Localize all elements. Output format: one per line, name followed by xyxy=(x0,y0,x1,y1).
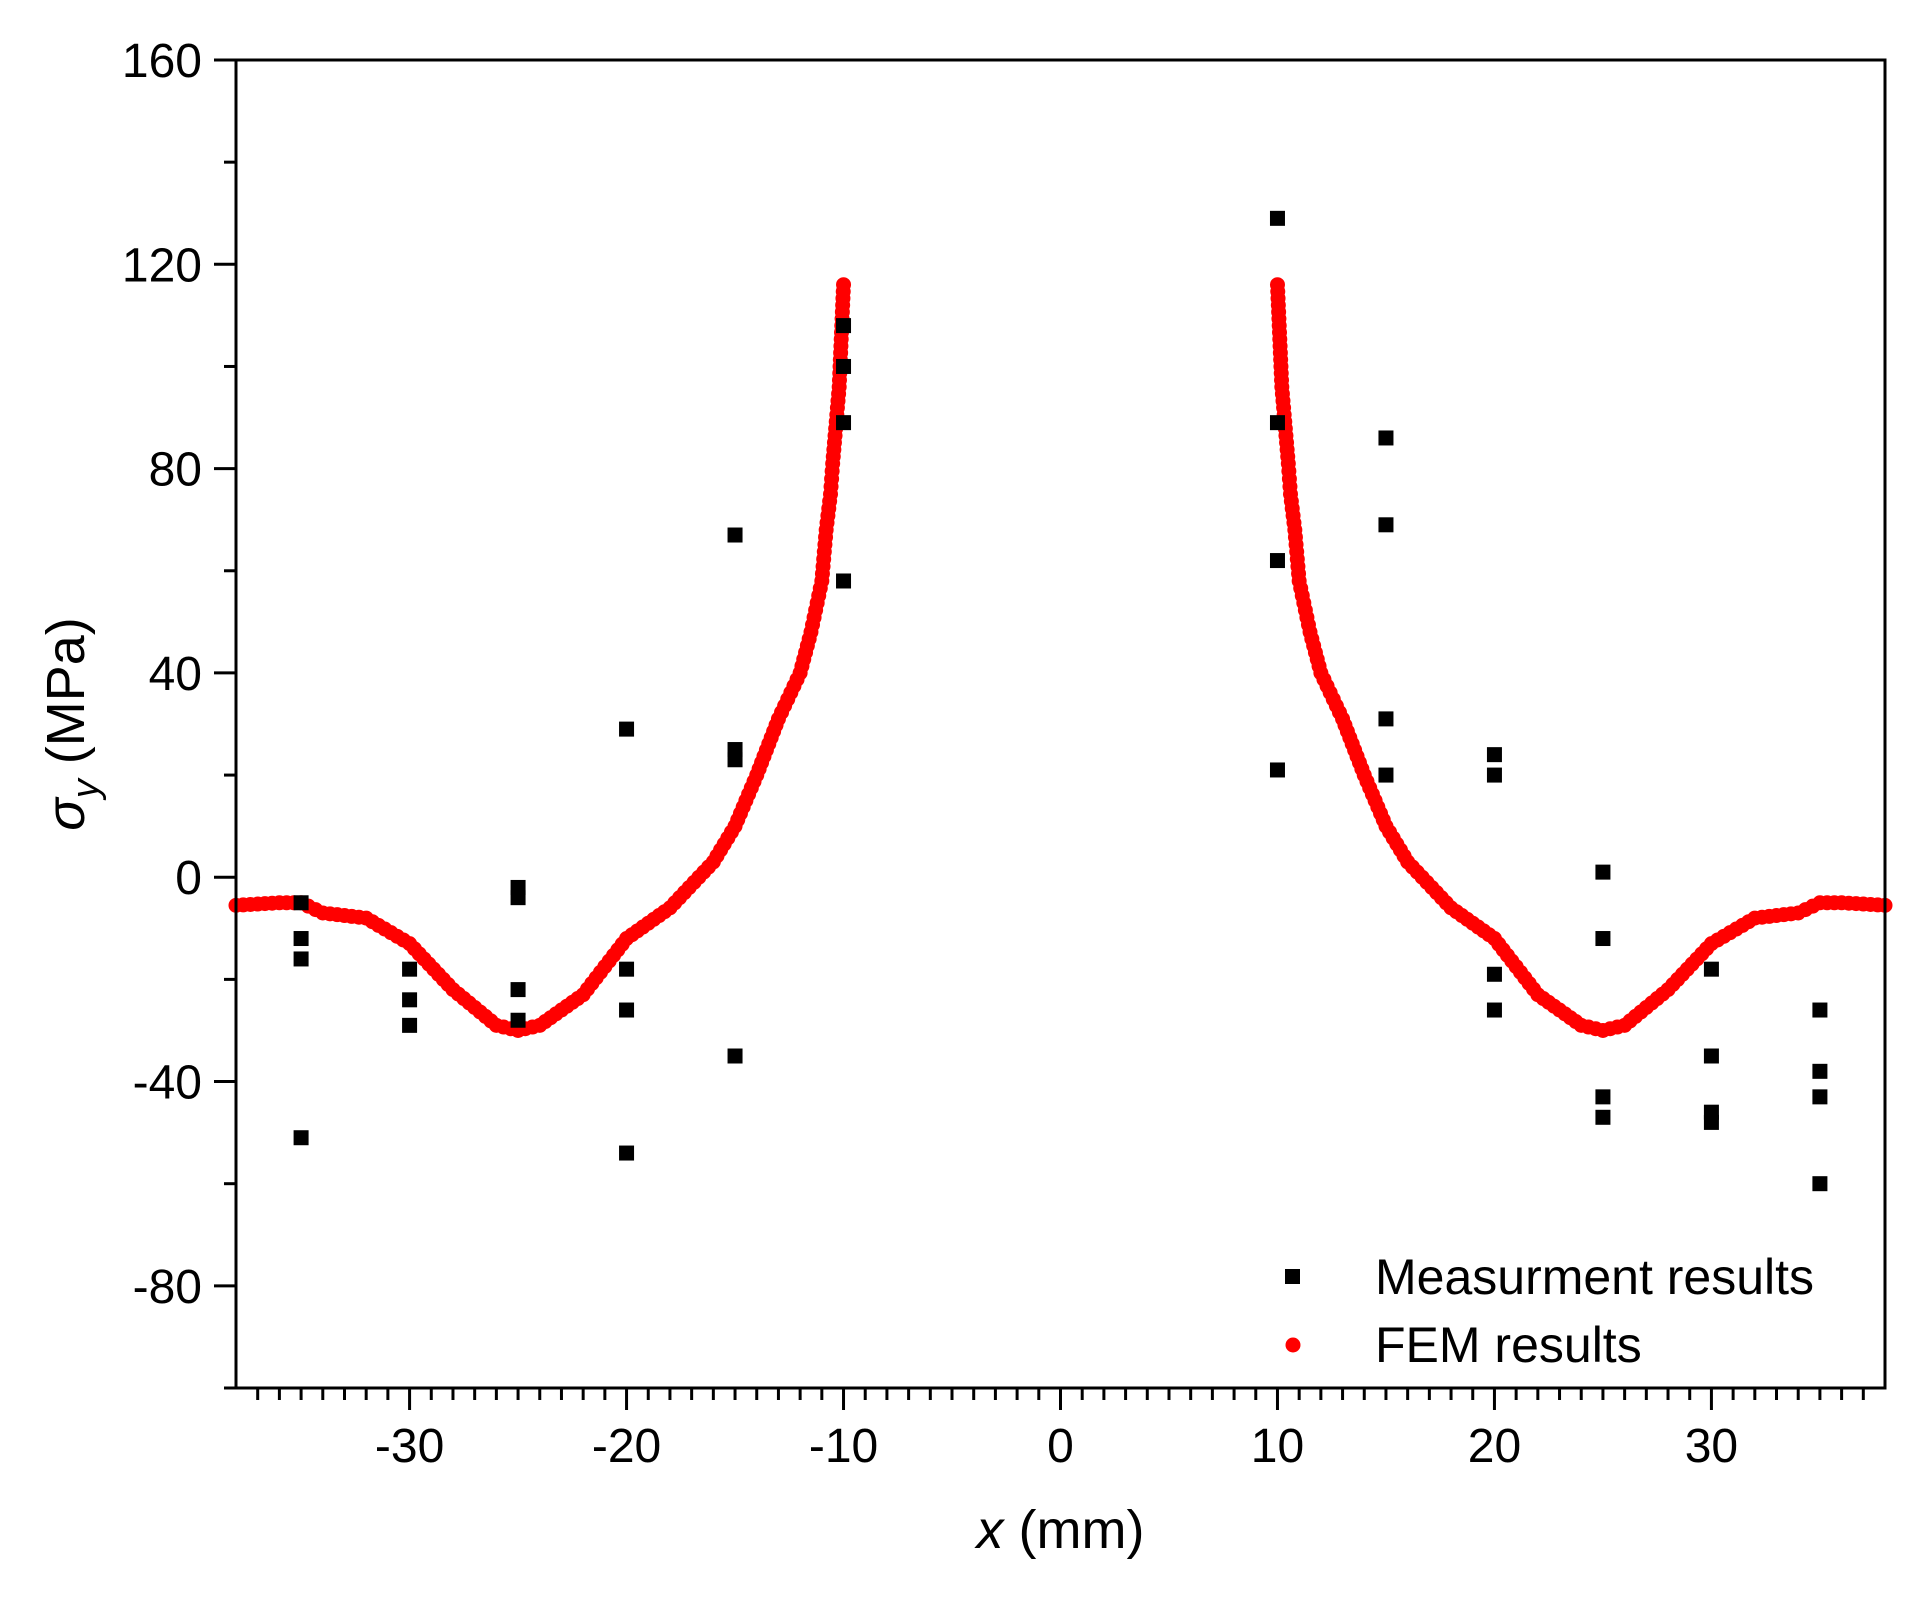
measurement-point xyxy=(836,415,852,431)
legend: Measurment results FEM results xyxy=(1285,1249,1814,1373)
y-tick-label: -80 xyxy=(133,1261,202,1314)
measurement-point xyxy=(1269,553,1285,569)
x-axis-unit: (mm) xyxy=(1004,1500,1145,1560)
y-axis-unit: (MPa) xyxy=(36,617,96,779)
x-tick-label: 30 xyxy=(1685,1420,1738,1473)
y-tick-label: 120 xyxy=(122,239,202,292)
measurement-point xyxy=(293,951,309,967)
measurement-point xyxy=(1486,1002,1502,1018)
measurement-point xyxy=(619,1002,635,1018)
x-axis-variable: x xyxy=(974,1500,1006,1560)
axis-ticks xyxy=(214,58,1865,1410)
y-tick-labels: -80 -40 0 40 80 120 160 xyxy=(122,35,202,1314)
x-tick-label: 20 xyxy=(1468,1420,1521,1473)
measurement-point xyxy=(836,318,852,334)
measurement-point xyxy=(1595,1109,1611,1125)
y-tick-label: 0 xyxy=(175,852,202,905)
measurement-point xyxy=(1595,1089,1611,1105)
measurement-point xyxy=(836,573,852,589)
y-tick-label: 80 xyxy=(149,444,202,497)
measurement-point xyxy=(1703,961,1719,977)
x-tick-labels: -30 -20 -10 0 10 20 30 xyxy=(375,1420,1738,1473)
measurement-point xyxy=(1486,747,1502,763)
measurement-point xyxy=(1378,517,1394,533)
measurement-point xyxy=(1269,415,1285,431)
x-tick-label: 10 xyxy=(1251,1420,1304,1473)
measurement-series xyxy=(293,210,1828,1192)
measurement-point xyxy=(1703,1048,1719,1064)
measurement-point xyxy=(1812,1089,1828,1105)
measurement-point xyxy=(619,1145,635,1161)
x-tick-label: -10 xyxy=(809,1420,878,1473)
measurement-point xyxy=(293,1130,309,1146)
legend-label-measurement: Measurment results xyxy=(1375,1249,1814,1305)
measurement-point xyxy=(1378,430,1394,446)
x-axis-title: x (mm) xyxy=(974,1500,1145,1560)
measurement-point xyxy=(1486,966,1502,982)
measurement-point xyxy=(1378,711,1394,727)
y-axis-symbol: σ xyxy=(36,796,96,831)
y-tick-label: 40 xyxy=(149,648,202,701)
y-tick-label: 160 xyxy=(122,35,202,88)
measurement-point xyxy=(1812,1063,1828,1079)
measurement-point xyxy=(402,961,418,977)
measurement-point xyxy=(510,982,526,998)
measurement-point xyxy=(1269,762,1285,778)
measurement-point xyxy=(1378,767,1394,783)
measurement-point xyxy=(293,931,309,947)
x-tick-label: -30 xyxy=(375,1420,444,1473)
x-tick-label: 0 xyxy=(1047,1420,1074,1473)
legend-label-fem: FEM results xyxy=(1375,1317,1642,1373)
measurement-point xyxy=(619,721,635,737)
measurement-point xyxy=(293,895,309,911)
x-tick-label: -20 xyxy=(592,1420,661,1473)
measurement-point xyxy=(510,890,526,906)
measurement-point xyxy=(727,527,743,543)
measurement-point xyxy=(1269,210,1285,226)
plot-frame xyxy=(234,58,1887,1390)
measurement-point xyxy=(402,992,418,1008)
measurement-point xyxy=(727,752,743,768)
y-axis-subscript: y xyxy=(65,777,107,801)
measurement-point xyxy=(402,1017,418,1033)
measurement-point xyxy=(1486,767,1502,783)
measurement-point xyxy=(1812,1176,1828,1192)
fem-point xyxy=(836,277,852,293)
measurement-point xyxy=(1812,1002,1828,1018)
measurement-point xyxy=(1595,864,1611,880)
y-axis-title: σy (MPa) xyxy=(36,617,107,831)
measurement-point xyxy=(510,1012,526,1028)
measurement-point xyxy=(836,358,852,374)
measurement-point xyxy=(619,961,635,977)
fem-series xyxy=(228,277,1893,1038)
measurement-point xyxy=(1703,1114,1719,1130)
legend-square-marker xyxy=(1285,1269,1300,1284)
measurement-point xyxy=(727,1048,743,1064)
y-tick-label: -40 xyxy=(133,1057,202,1110)
legend-circle-marker xyxy=(1285,1337,1301,1353)
measurement-point xyxy=(1595,931,1611,947)
